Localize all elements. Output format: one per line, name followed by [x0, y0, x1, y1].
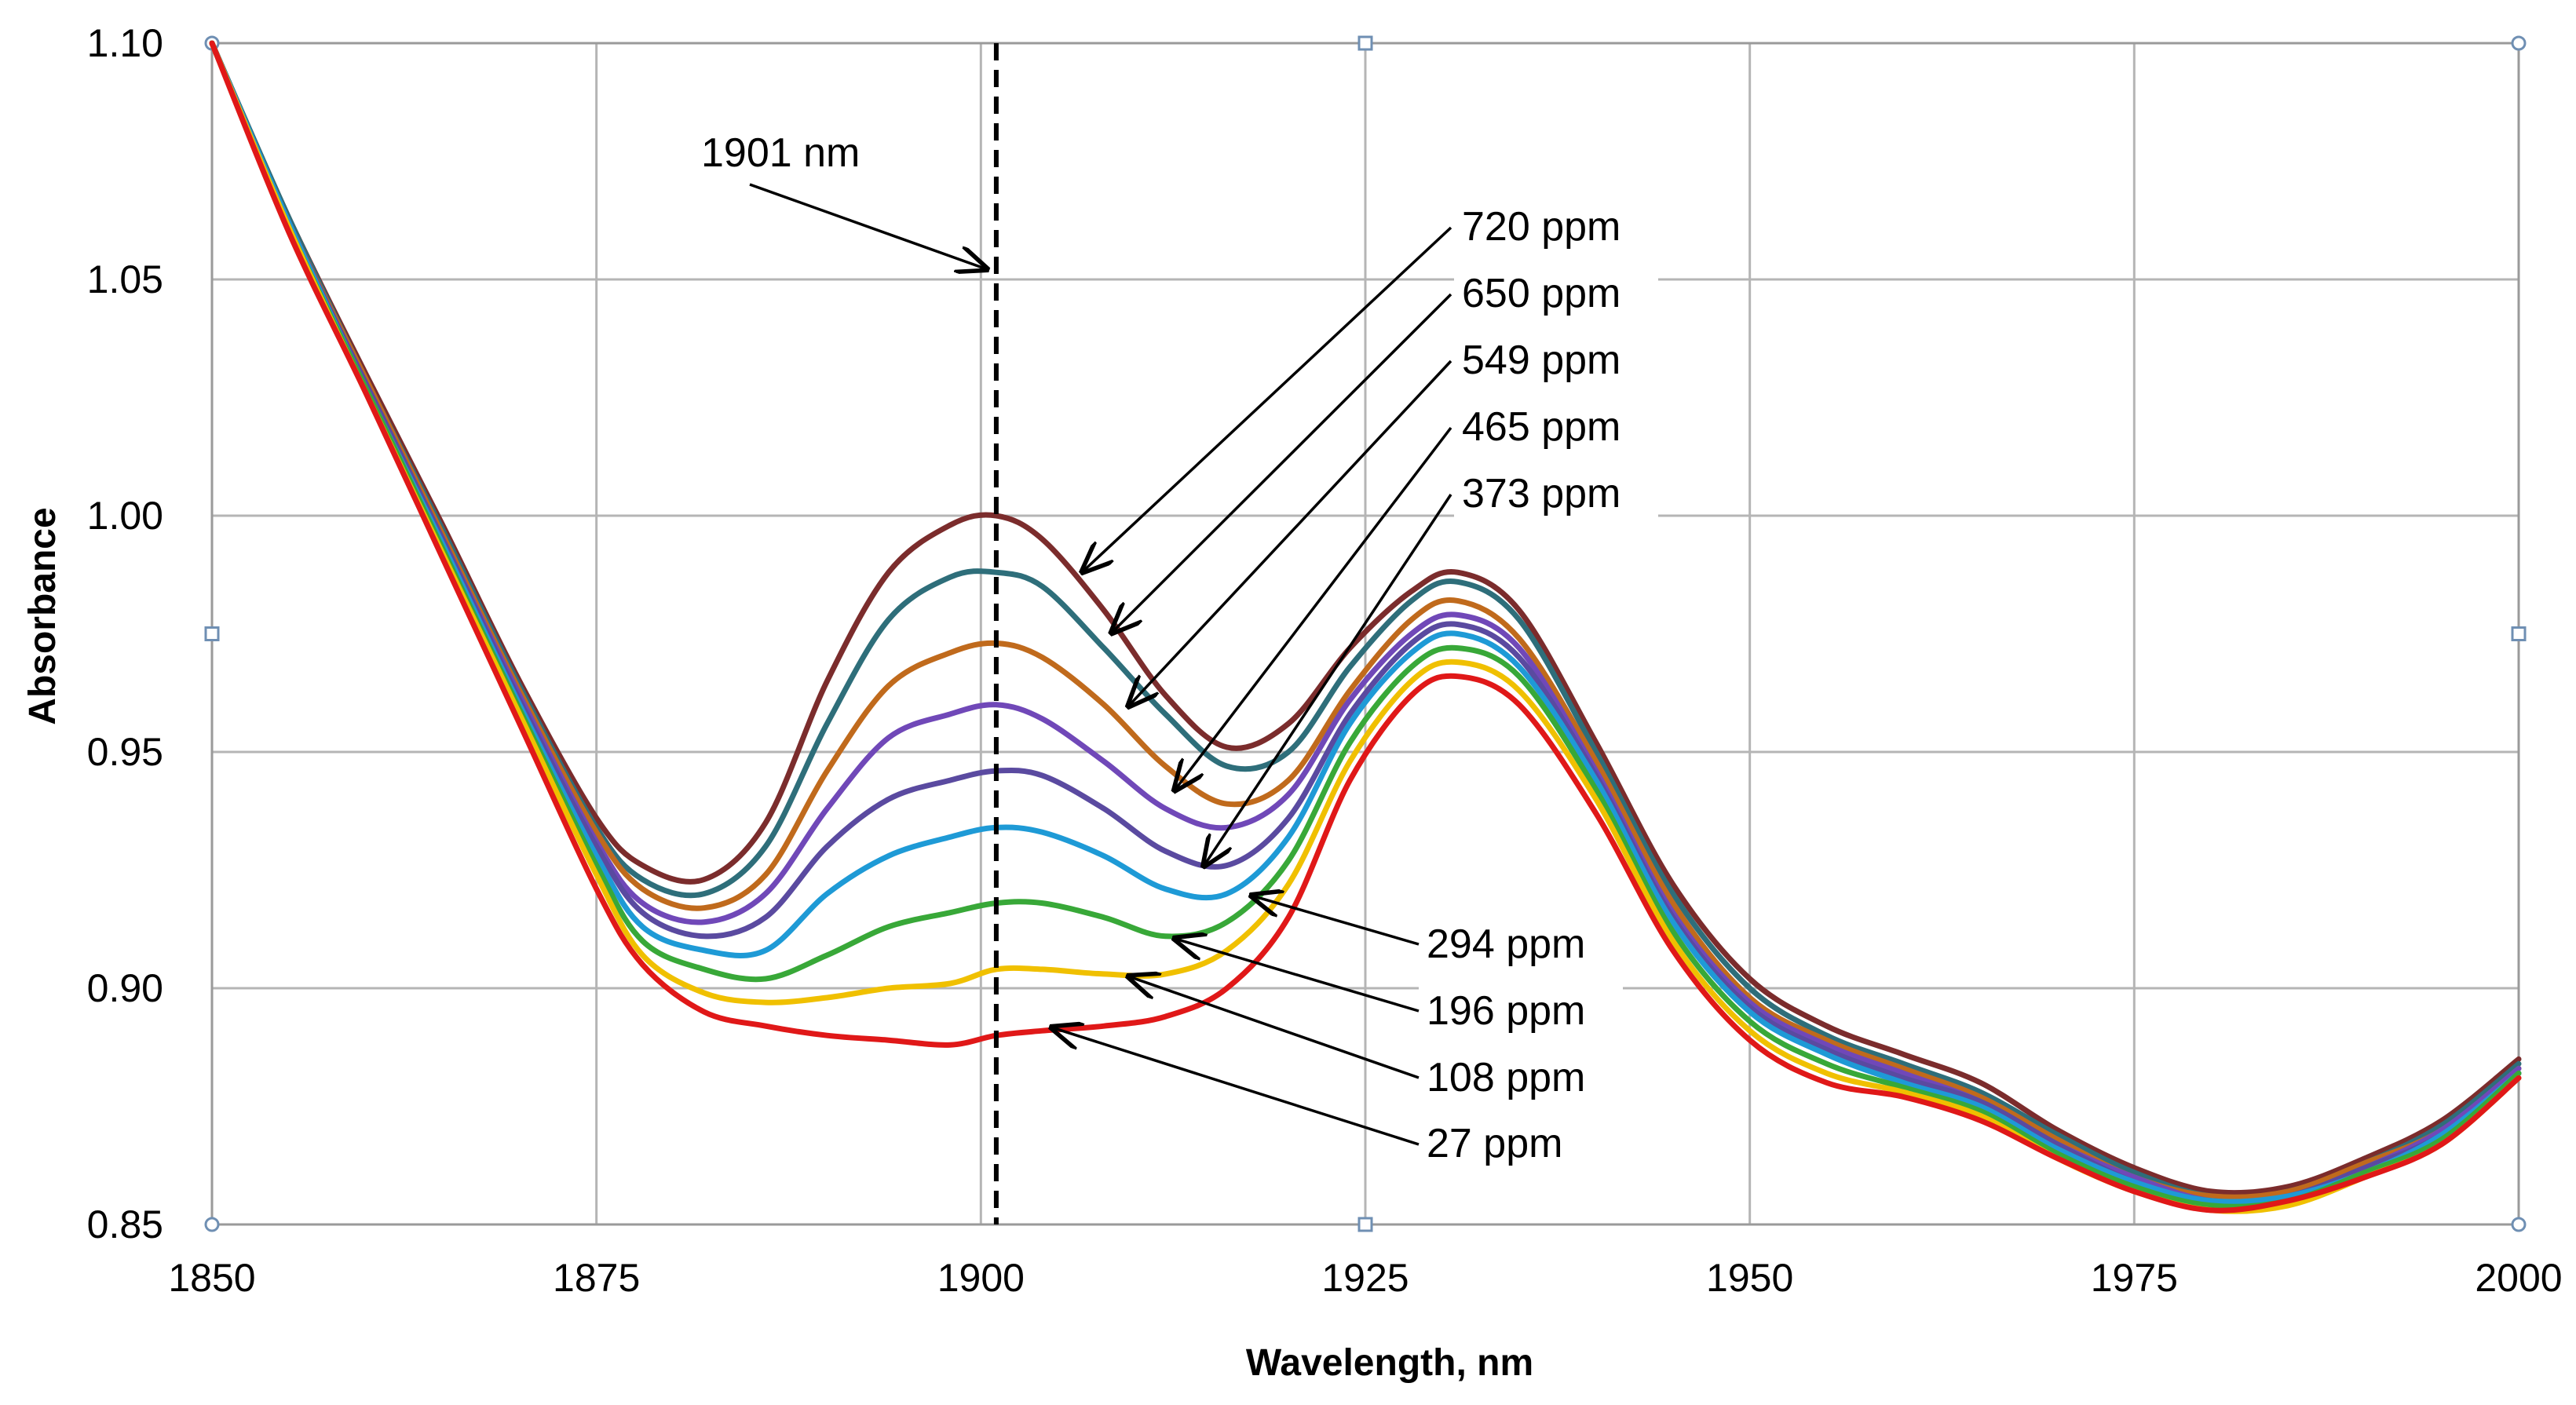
x-tick-label: 1850 [168, 1256, 255, 1300]
annotation-backing [1419, 1119, 1623, 1168]
reference-line-group: 1901 nm [701, 43, 999, 1224]
annotation-label-373-ppm: 373 ppm [1462, 471, 1621, 516]
y-axis-title: Absorbance [22, 507, 64, 724]
selection-handle[interactable] [2511, 35, 2527, 51]
selection-handle[interactable] [204, 1217, 220, 1232]
annotation-arrow-650-ppm [1112, 293, 1452, 633]
annotation-backing [1454, 269, 1658, 318]
annotation-backing [1454, 469, 1658, 518]
annotation-arrow-196-ppm [1175, 939, 1420, 1013]
annotation-arrow-720-ppm [1083, 226, 1452, 572]
annotation-arrow-465-ppm [1175, 426, 1452, 790]
reference-line-label: 1901 nm [701, 130, 860, 176]
annotation-arrow-294-ppm [1251, 896, 1420, 946]
series-line-720-ppm [209, 40, 2522, 1196]
y-tick-label: 0.95 [87, 730, 163, 774]
x-axis-title: Wavelength, nm [1246, 1342, 1533, 1384]
x-tick-label: 2000 [2475, 1256, 2562, 1300]
annotation-backing [1419, 920, 1623, 969]
selection-handle[interactable] [204, 626, 220, 641]
selection-handle[interactable] [1357, 35, 1373, 51]
tick-labels: 1850 1875 1900 1925 1950 1975 2000 0.85 0.90 0.95… [87, 21, 2563, 1300]
annotation-label-108-ppm: 108 ppm [1427, 1055, 1585, 1100]
y-tick-label: 1.05 [87, 257, 163, 301]
x-tick-label: 1950 [1706, 1256, 1793, 1300]
series-lines [209, 40, 2522, 1214]
annotation-arrow-108-ppm [1128, 976, 1420, 1079]
annotation-arrow-27-ppm [1051, 1027, 1420, 1146]
x-tick-label: 1975 [2091, 1256, 2178, 1300]
annotation-label-720-ppm: 720 ppm [1462, 204, 1621, 250]
annotation-backing [1419, 987, 1623, 1035]
annotation-backing [1419, 1053, 1623, 1102]
y-tick-label: 1.00 [87, 494, 163, 538]
selection-handle[interactable] [1357, 1217, 1373, 1232]
y-tick-label: 0.90 [87, 966, 163, 1010]
annotation-label-650-ppm: 650 ppm [1462, 271, 1621, 316]
series-line-549-ppm [209, 40, 2522, 1200]
y-tick-label: 0.85 [87, 1202, 163, 1246]
annotation-arrow-549-ppm [1128, 359, 1452, 706]
annotation-label-549-ppm: 549 ppm [1462, 338, 1621, 383]
annotation-label-294-ppm: 294 ppm [1427, 921, 1585, 967]
selection-handle[interactable] [2511, 1217, 2527, 1232]
selection-handle[interactable] [2511, 626, 2527, 641]
x-tick-label: 1900 [937, 1256, 1025, 1300]
annotation-label-465-ppm: 465 ppm [1462, 404, 1621, 450]
annotation-label-196-ppm: 196 ppm [1427, 988, 1585, 1034]
annotation-label-27-ppm: 27 ppm [1427, 1121, 1562, 1166]
y-tick-label: 1.10 [87, 21, 163, 65]
annotations: 720 ppm 650 ppm 549 ppm 465 ppm 373 ppm 294 p… [1051, 203, 1658, 1168]
x-tick-label: 1875 [553, 1256, 640, 1300]
x-tick-label: 1925 [1321, 1256, 1409, 1300]
annotation-backing [1454, 203, 1658, 251]
annotation-backing [1454, 403, 1658, 451]
series-line-27-ppm [209, 40, 2522, 1213]
reference-arrow [749, 183, 987, 269]
annotation-backing [1454, 336, 1658, 385]
annotation-arrow-373-ppm [1204, 494, 1452, 866]
